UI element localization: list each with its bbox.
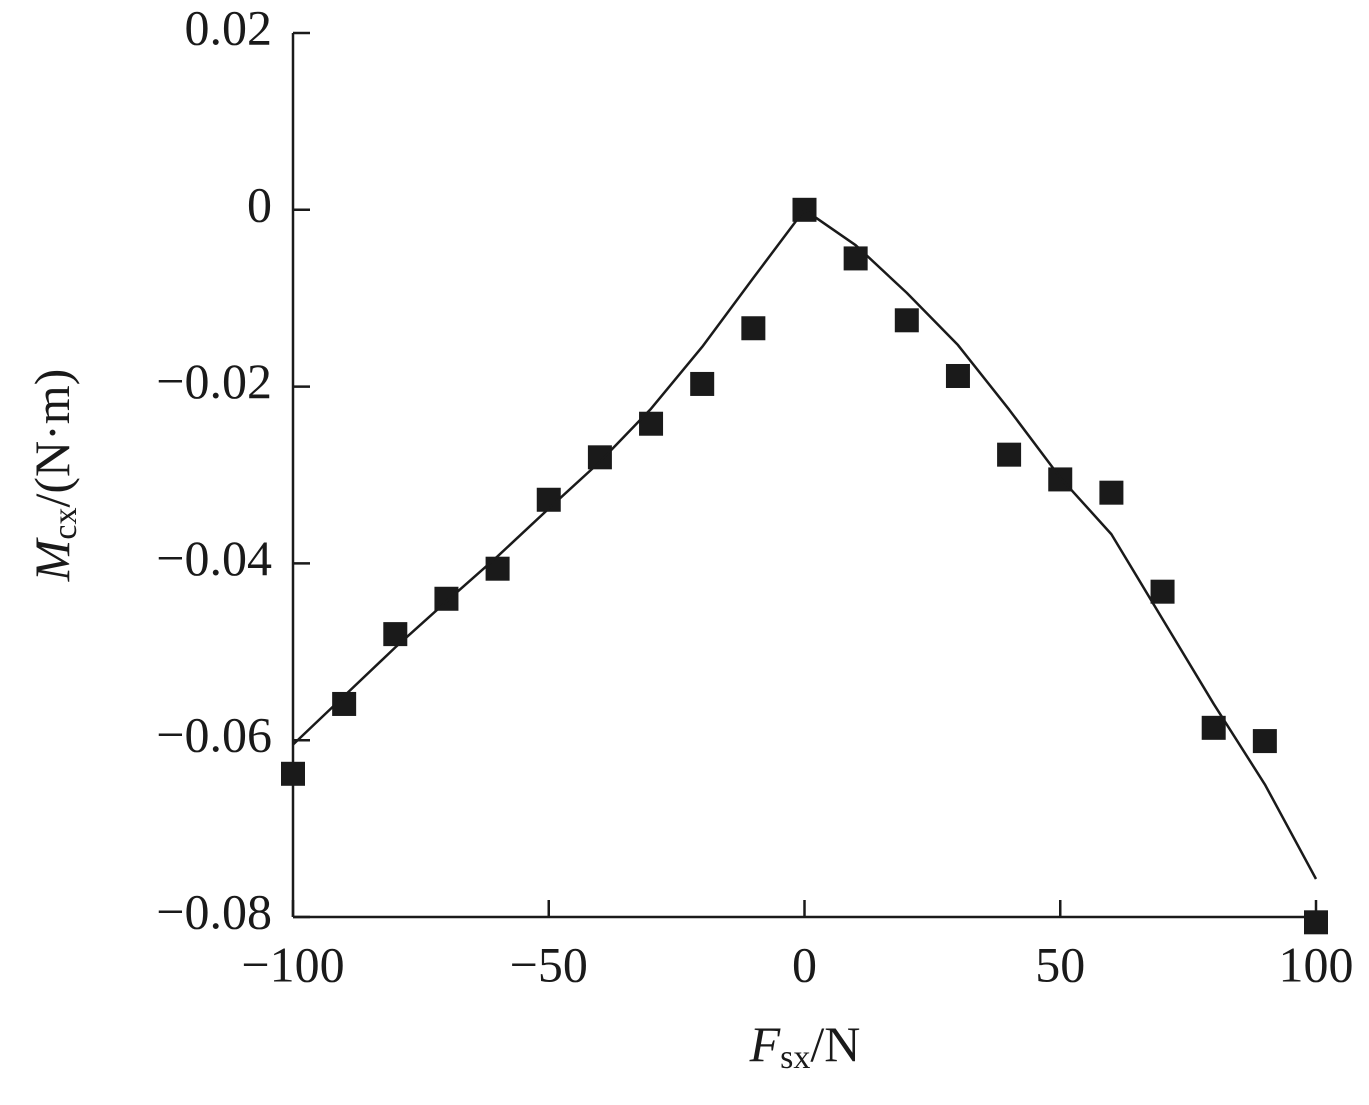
point	[741, 316, 766, 341]
x-label-unit: /N	[810, 1016, 860, 1072]
point	[639, 411, 664, 436]
x-tick-label: −100	[241, 936, 344, 992]
y-tick-label: −0.06	[156, 707, 272, 763]
y-label-subscript: cx	[47, 508, 84, 540]
point	[587, 445, 612, 470]
point	[1304, 910, 1328, 935]
point	[383, 622, 408, 647]
y-label-symbol: M	[24, 537, 80, 582]
point	[1099, 480, 1124, 505]
point	[434, 586, 459, 611]
x-tick-label: 0	[792, 936, 817, 992]
y-tick-label: −0.08	[156, 883, 272, 939]
point	[843, 246, 868, 271]
point	[485, 556, 510, 581]
y-tick-label: −0.02	[156, 353, 272, 409]
x-tick-label: −50	[510, 936, 588, 992]
fit-line	[292, 208, 1318, 880]
point	[894, 308, 919, 333]
x-tick-label: 50	[1035, 936, 1085, 992]
point	[945, 363, 970, 388]
x-label-subscript: sx	[780, 1039, 810, 1076]
point	[690, 371, 715, 396]
x-axis-label: Fsx/N	[749, 1016, 861, 1075]
point	[281, 761, 305, 786]
point	[1150, 579, 1175, 604]
x-tick-label: 100	[1279, 936, 1354, 992]
point	[997, 442, 1022, 467]
point	[1252, 729, 1277, 754]
y-label-unit: /(N·m)	[24, 369, 80, 508]
y-tick-label: −0.04	[156, 530, 272, 586]
x-label-symbol: F	[749, 1016, 781, 1072]
y-tick-label: 0	[247, 176, 272, 232]
y-tick-label: 0.02	[185, 0, 273, 55]
y-axis-label: Mcx/(N·m)	[24, 369, 83, 583]
point	[1201, 715, 1226, 740]
